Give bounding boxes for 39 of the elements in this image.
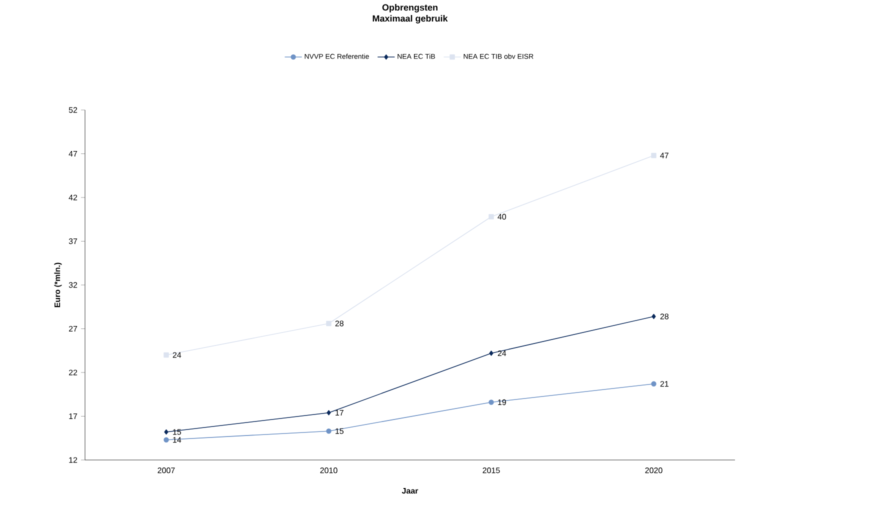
point — [651, 381, 656, 386]
y-tick-label: 37 — [68, 238, 78, 244]
x-tick-label: 2015 — [482, 468, 500, 474]
point — [164, 352, 169, 358]
chart-subtitle: Maximaal gebruik — [372, 15, 448, 24]
point — [488, 400, 494, 405]
data-label: 21 — [660, 381, 668, 387]
y-tick-label: 17 — [69, 413, 78, 419]
point — [651, 152, 656, 158]
data-label: 19 — [498, 399, 506, 406]
point — [164, 437, 169, 442]
y-tick-label: 22 — [68, 370, 78, 376]
data-label: 40 — [498, 214, 506, 220]
chart-title: Opbrengsten — [382, 4, 438, 12]
y-tick-label: 47 — [68, 150, 78, 156]
y-tick-label: 42 — [68, 194, 78, 200]
y-tick-label: 32 — [68, 282, 78, 288]
data-label: 28 — [660, 314, 668, 320]
point — [326, 410, 331, 416]
point — [652, 314, 656, 320]
y-tick-label: 27 — [68, 326, 78, 332]
point — [488, 214, 494, 220]
data-label: 24 — [172, 352, 182, 358]
data-label: 47 — [660, 152, 668, 158]
x-tick-label: 2020 — [645, 468, 662, 474]
point — [164, 429, 168, 435]
y-axis-title: Euro (*mln.) — [54, 262, 62, 308]
x-axis-title: Jaar — [402, 488, 418, 494]
x-tick-label: 2007 — [158, 468, 175, 474]
x-tick-label: 2010 — [320, 468, 338, 474]
y-tick-label: 12 — [69, 457, 78, 463]
data-label: 15 — [336, 428, 344, 434]
data-label: 28 — [335, 320, 344, 326]
point — [489, 350, 494, 356]
y-tick-label: 52 — [68, 107, 78, 113]
data-label: 17 — [336, 410, 344, 416]
point — [326, 428, 332, 434]
point — [326, 320, 332, 326]
data-label: 24 — [498, 350, 506, 356]
